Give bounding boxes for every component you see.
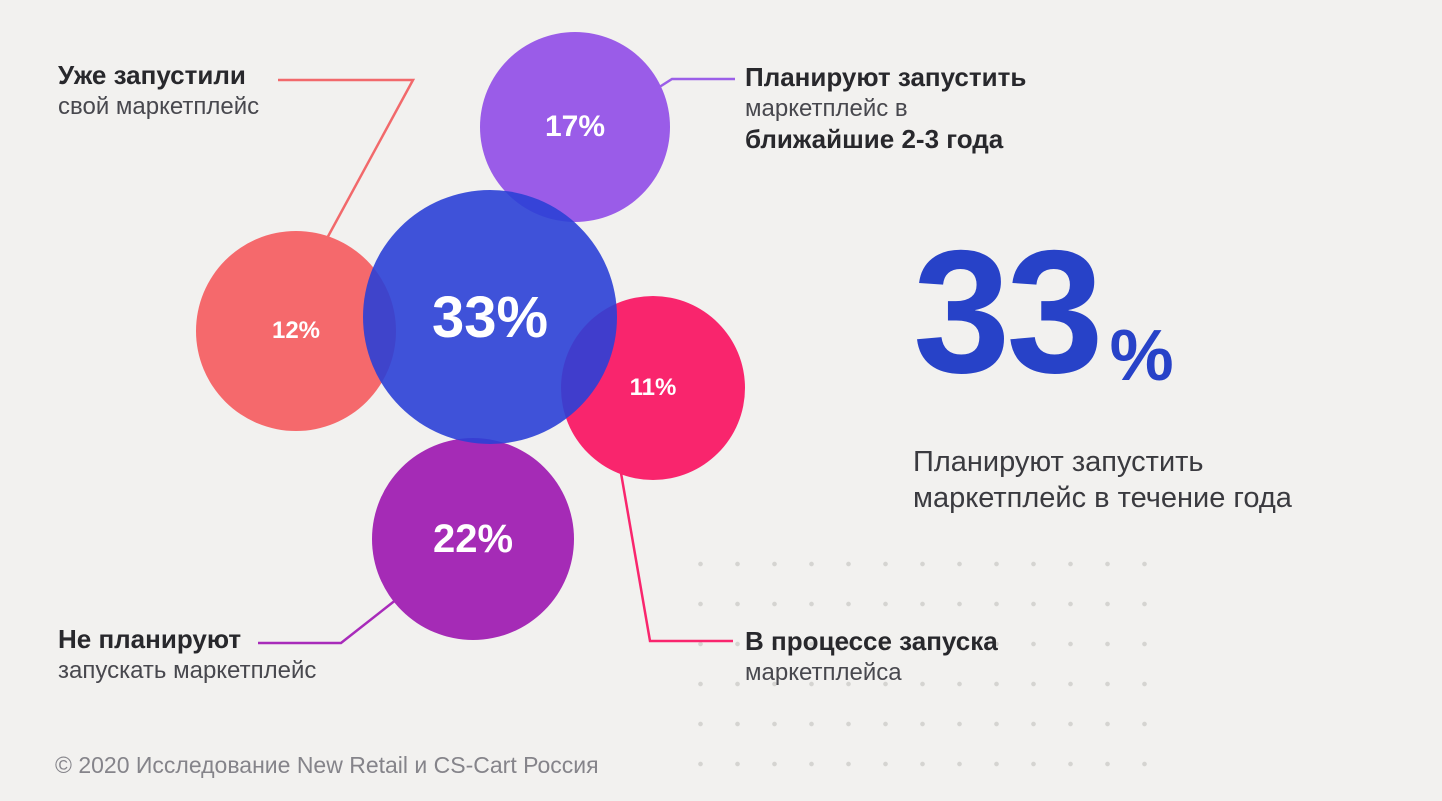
callout-not-planning-line2: запускать маркетплейс (58, 657, 317, 684)
highlight-percent-sign: % (1109, 316, 1174, 396)
bubble-in-progress-value: 11% (629, 374, 677, 401)
source-credit: © 2020 Исследование New Retail и CS-Cart… (55, 752, 599, 778)
bubble-plan-within-year-fill (363, 190, 617, 444)
dot-pattern-decoration (676, 536, 1176, 801)
callout-not-planning: Не планируют запускать маркетплейс (58, 624, 316, 686)
connector-not-planning (258, 598, 398, 645)
callout-already-launched: Уже запустили свой маркетплейс (58, 60, 259, 122)
callout-plan-2-3-years-line3: ближайшие 2-3 года (745, 124, 1004, 154)
bubble-plan-within-year-value: 33% (431, 284, 549, 350)
connector-already-launched (278, 78, 416, 243)
bubble-already-launched-value: 12% (271, 317, 321, 344)
bubble-already-launched-fill (196, 231, 396, 431)
highlight-number-row: 33 % (913, 215, 1292, 410)
callout-plan-2-3-years-line1: Планируют запустить (745, 62, 1027, 92)
bubble-not-planning-value: 22% (432, 516, 514, 561)
callout-in-progress-line2: маркетплейса (745, 659, 902, 686)
bubble-already-launched: 12% (196, 231, 396, 431)
bubble-plan-2-3-years-value: 17% (544, 110, 606, 143)
bubble-not-planning: 22% (372, 438, 574, 640)
highlight-stat: 33 % Планируют запустить маркетплейс в т… (913, 215, 1292, 516)
highlight-number: 33 (913, 215, 1104, 410)
callout-in-progress-line1: В процессе запуска (745, 626, 998, 656)
callout-plan-2-3-years-line2: маркетплейс в (745, 95, 908, 122)
bubble-not-planning-fill (372, 438, 574, 640)
bubble-plan-within-year: 33% (363, 190, 617, 444)
connector-in-progress (619, 472, 733, 643)
highlight-caption: Планируют запустить маркетплейс в течени… (913, 444, 1292, 516)
bubble-plan-2-3-years: 17% (480, 32, 670, 222)
callout-already-launched-line2: свой маркетплейс (58, 93, 260, 120)
callout-already-launched-line1: Уже запустили (58, 60, 246, 90)
callout-in-progress: В процессе запуска маркетплейса (745, 626, 998, 688)
bubble-plan-2-3-years-fill (480, 32, 670, 222)
callout-plan-2-3-years: Планируют запустить маркетплейс в ближай… (745, 62, 1026, 155)
highlight-caption-line1: Планируют запустить (913, 446, 1204, 478)
callout-not-planning-line1: Не планируют (58, 624, 242, 654)
highlight-caption-line2: маркетплейс в течение года (913, 482, 1292, 514)
